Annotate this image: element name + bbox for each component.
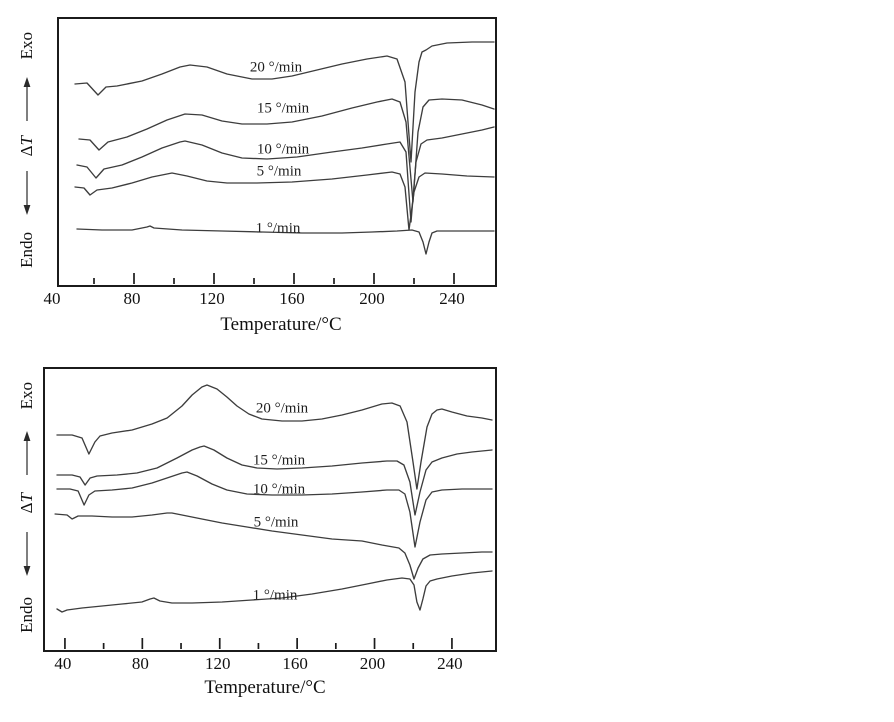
curve-20-per-min [74,41,495,163]
curve-5-per-min [54,512,493,580]
endo-arrow-cell [21,168,33,218]
exo-arrow-up-icon [23,77,31,122]
x-tick-label: 80 [131,654,149,673]
curve-label: 20 °/min [249,59,303,76]
curves-svg-top [74,41,495,284]
x-tick-label: 240 [439,289,465,308]
endo-arrow-down-icon [23,531,31,576]
curve-1-per-min [76,225,495,255]
x-tick-label: 240 [437,654,463,673]
t-symbol: T [17,135,36,146]
curve-15-per-min [56,445,493,516]
delta-t-cell: ΔT [17,482,37,526]
delta-symbol: Δ [17,145,36,157]
x-tick-label: 120 [199,289,225,308]
delta-t-axis-label: ΔT [17,493,37,513]
exo-cell: Exo [17,17,37,75]
endo-arrow-down-icon [23,170,31,215]
curve-label: 10 °/min [256,141,310,158]
endo-cell: Endo [17,217,37,283]
x-axis-title-bottom: Temperature/°C [204,677,326,698]
x-tick-label: 80 [123,289,141,308]
endo-label: Endo [17,232,36,269]
x-tick-label: 120 [204,654,231,673]
y-axis-top: Exo ΔT Endo [6,17,48,283]
curve-label: 10 °/min [252,481,306,498]
curve-label: 1 °/min [252,587,298,604]
x-tick-label: 160 [279,289,305,308]
t-symbol: T [17,493,36,503]
exo-arrow-cell [21,428,33,478]
delta-t-cell: ΔT [17,124,37,168]
curve-label: 20 °/min [255,400,309,417]
exo-label: Exo [17,382,36,410]
curve-1-per-min [56,570,493,613]
curve-label: 1 °/min [255,220,301,237]
endo-arrow-cell [21,529,33,579]
curve-label: 5 °/min [256,163,302,180]
y-axis-bottom: Exo ΔT Endo [6,367,48,648]
exo-arrow-up-icon [23,431,31,476]
endo-label: Endo [17,597,36,633]
exo-cell: Exo [17,367,37,425]
plot-area-bottom: 20 °/min 15 °/min 10 °/min 5 °/min 1 °/min [43,367,497,652]
delta-t-axis-label: ΔT [17,136,37,156]
curve-10-per-min [76,126,495,223]
x-tick-label: 40 [54,654,72,673]
x-tick-label: 160 [282,654,308,673]
curve-5-per-min [74,171,495,231]
x-tick-label: 200 [359,289,385,308]
curve-10-per-min [56,471,493,548]
curve-15-per-min [78,98,495,203]
exo-label: Exo [17,32,36,60]
curve-20-per-min [56,384,493,490]
exo-arrow-cell [21,75,33,125]
curve-label: 5 °/min [253,514,299,531]
x-tick-label: 40 [43,289,61,308]
x-tick-label: 200 [359,654,386,673]
plot-area-top: 20 °/min 15 °/min 10 °/min 5 °/min 1 °/min [57,17,497,287]
x-axis-title-top: Temperature/°C [220,314,342,335]
delta-symbol: Δ [17,502,36,514]
curves-svg-bottom [54,384,493,649]
curve-label: 15 °/min [256,100,310,117]
endo-cell: Endo [17,582,37,648]
curve-label: 15 °/min [252,452,306,469]
